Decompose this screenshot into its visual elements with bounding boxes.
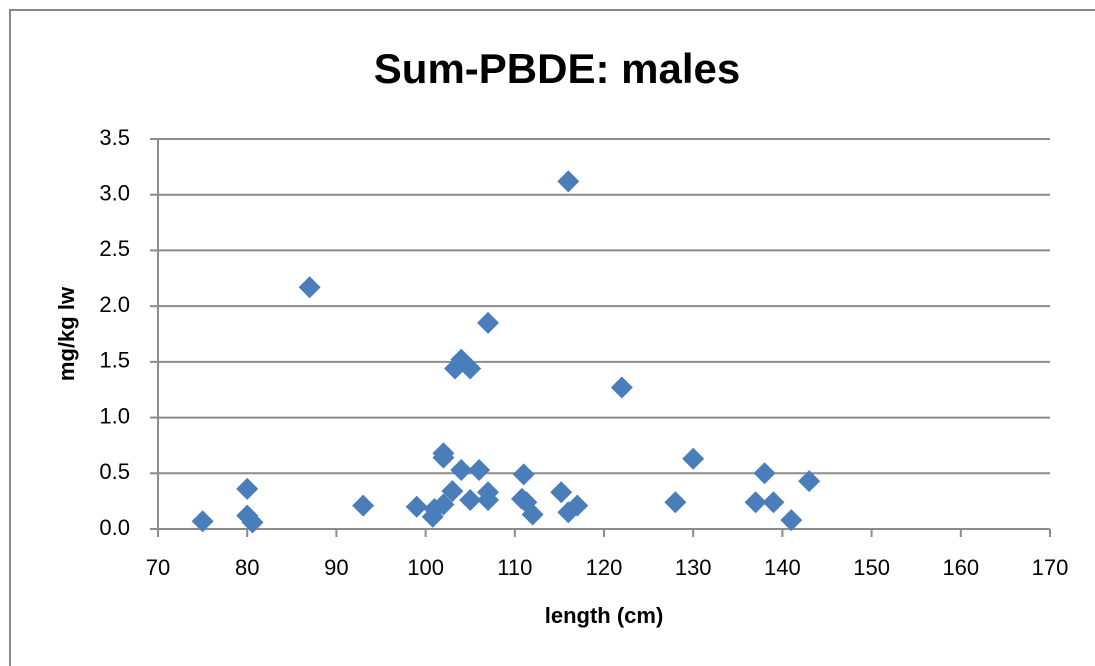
x-tick-label: 170: [1032, 555, 1069, 580]
y-tick-label: 1.5: [99, 348, 130, 373]
y-tick-label: 2.5: [99, 236, 130, 261]
chart-frame: [9, 9, 1095, 666]
scatter-point: [557, 170, 580, 193]
y-tick-label: 1.0: [99, 403, 130, 428]
scatter-point: [682, 447, 705, 470]
scatter-point: [405, 495, 428, 518]
x-axis-label: length (cm): [545, 603, 664, 628]
scatter-point: [798, 470, 821, 493]
scatter-point: [298, 276, 321, 299]
x-tick-label: 90: [324, 555, 348, 580]
y-axis-label: mg/kg lw: [54, 286, 79, 381]
scatter-point: [780, 509, 803, 532]
scatter-point: [610, 376, 633, 399]
scatter-point: [441, 480, 464, 503]
scatter-point: [753, 462, 776, 485]
x-tick-label: 80: [235, 555, 259, 580]
scatter-point: [432, 493, 455, 516]
scatter-point: [477, 489, 500, 512]
scatter-point: [241, 511, 264, 534]
scatter-point: [550, 481, 573, 504]
scatter-point: [521, 503, 544, 526]
scatter-point: [744, 491, 767, 514]
scatter-point: [566, 494, 589, 517]
chart-title: Sum-PBDE: males: [374, 45, 740, 92]
scatter-point: [432, 446, 455, 469]
y-tick-label: 2.0: [99, 292, 130, 317]
x-tick-label: 120: [586, 555, 623, 580]
y-tick-label: 3.0: [99, 181, 130, 206]
scatter-point: [236, 477, 259, 500]
scatter-point: [512, 463, 535, 486]
x-tick-label: 150: [853, 555, 890, 580]
y-tick-label: 3.5: [99, 125, 130, 150]
x-tick-label: 140: [764, 555, 801, 580]
x-tick-label: 100: [407, 555, 444, 580]
scatter-point: [191, 510, 214, 533]
x-tick-label: 130: [675, 555, 712, 580]
scatter-point: [450, 458, 473, 481]
x-tick-label: 160: [942, 555, 979, 580]
scatter-point: [468, 458, 491, 481]
scatter-point: [477, 311, 500, 334]
scatter-point: [664, 491, 687, 514]
scatter-point: [236, 504, 259, 527]
scatter-point: [459, 357, 482, 380]
y-tick-label: 0.0: [99, 515, 130, 540]
x-tick-label: 70: [146, 555, 170, 580]
scatter-point: [352, 494, 375, 517]
y-tick-label: 0.5: [99, 459, 130, 484]
scatter-point: [459, 489, 482, 512]
x-tick-label: 110: [497, 555, 532, 580]
scatter-point: [762, 491, 785, 514]
